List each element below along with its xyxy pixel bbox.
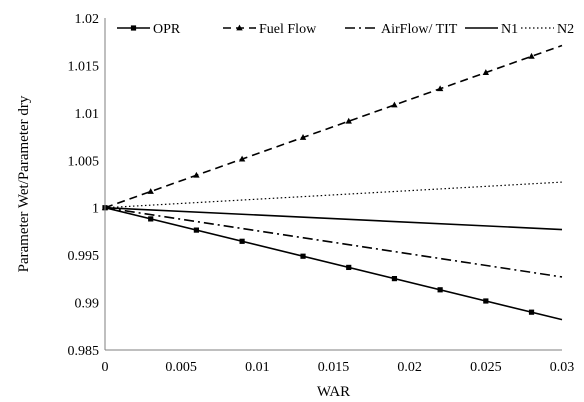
series-line-airflow-tit — [104, 206, 563, 278]
series-line-opr — [104, 206, 563, 321]
data-point-opr — [528, 309, 535, 315]
legend-item-opr: OPR — [117, 22, 181, 37]
data-point-fuel-flow — [528, 52, 535, 59]
data-point-fuel-flow — [436, 85, 444, 92]
series-opr — [102, 205, 563, 321]
y-tick-label: 1.01 — [75, 107, 100, 122]
legend-label-airflow-tit: AirFlow/ TIT — [381, 22, 458, 37]
legend-label-fuel-flow: Fuel Flow — [259, 22, 317, 37]
legend-label-n1: N1 — [501, 22, 518, 37]
series-line-n1 — [104, 206, 563, 231]
legend-label-n2: N2 — [557, 22, 574, 37]
legend-marker-fuel-flow — [236, 24, 243, 31]
series-airflow-tit — [104, 206, 563, 278]
data-point-opr — [391, 276, 398, 282]
y-tick-label: 1 — [92, 202, 99, 217]
x-tick-label: 0.015 — [318, 360, 350, 375]
plot-area — [101, 44, 563, 321]
series-n1 — [104, 206, 563, 231]
data-point-fuel-flow — [482, 69, 490, 75]
data-point-fuel-flow — [238, 155, 246, 162]
legend-item-fuel-flow: Fuel Flow — [223, 22, 317, 37]
series-n2 — [104, 181, 563, 209]
series-line-fuel-flow — [104, 44, 563, 209]
data-point-opr — [193, 227, 199, 233]
series-line-n2 — [104, 181, 563, 209]
legend-marker-opr — [130, 25, 137, 31]
axes — [104, 18, 562, 351]
data-point-opr — [437, 287, 443, 293]
x-tick-label: 0.025 — [470, 360, 502, 375]
data-point-opr — [346, 264, 352, 271]
data-point-opr — [148, 216, 154, 222]
data-point-opr — [239, 238, 245, 244]
x-tick-label: 0.01 — [245, 360, 270, 375]
y-tick-label: 1.005 — [68, 154, 100, 169]
x-tick-label: 0 — [102, 360, 109, 375]
tick-labels: 0 0.005 0.01 0.015 0.02 0.025 0.03 0.985 0.99 0.9… — [68, 12, 575, 375]
legend: OPR Fuel Flow AirFlow/ TIT N1 N2 — [117, 22, 574, 37]
x-tick-label: 0.005 — [165, 360, 197, 375]
legend-label-opr: OPR — [153, 22, 181, 37]
legend-item-airflow-tit: AirFlow/ TIT — [345, 22, 458, 37]
data-point-fuel-flow — [193, 171, 200, 178]
data-point-opr — [300, 253, 306, 259]
y-tick-label: 1.015 — [68, 59, 100, 74]
legend-item-n2: N2 — [521, 22, 574, 37]
data-point-fuel-flow — [299, 134, 307, 140]
data-point-fuel-flow — [147, 188, 154, 194]
y-tick-label: 0.995 — [68, 249, 100, 264]
x-tick-label: 0.03 — [550, 360, 575, 375]
x-axis-title: WAR — [317, 384, 350, 400]
data-point-fuel-flow — [391, 101, 398, 108]
y-axis-title: Parameter Wet/Parameter dry — [16, 95, 32, 272]
x-tick-label: 0.02 — [397, 360, 422, 375]
data-point-opr — [483, 298, 489, 304]
y-tick-label: 0.985 — [68, 344, 100, 359]
y-tick-label: 1.02 — [75, 12, 100, 27]
data-point-fuel-flow — [345, 117, 352, 124]
legend-item-n1: N1 — [465, 22, 518, 37]
y-tick-label: 0.99 — [75, 297, 100, 312]
